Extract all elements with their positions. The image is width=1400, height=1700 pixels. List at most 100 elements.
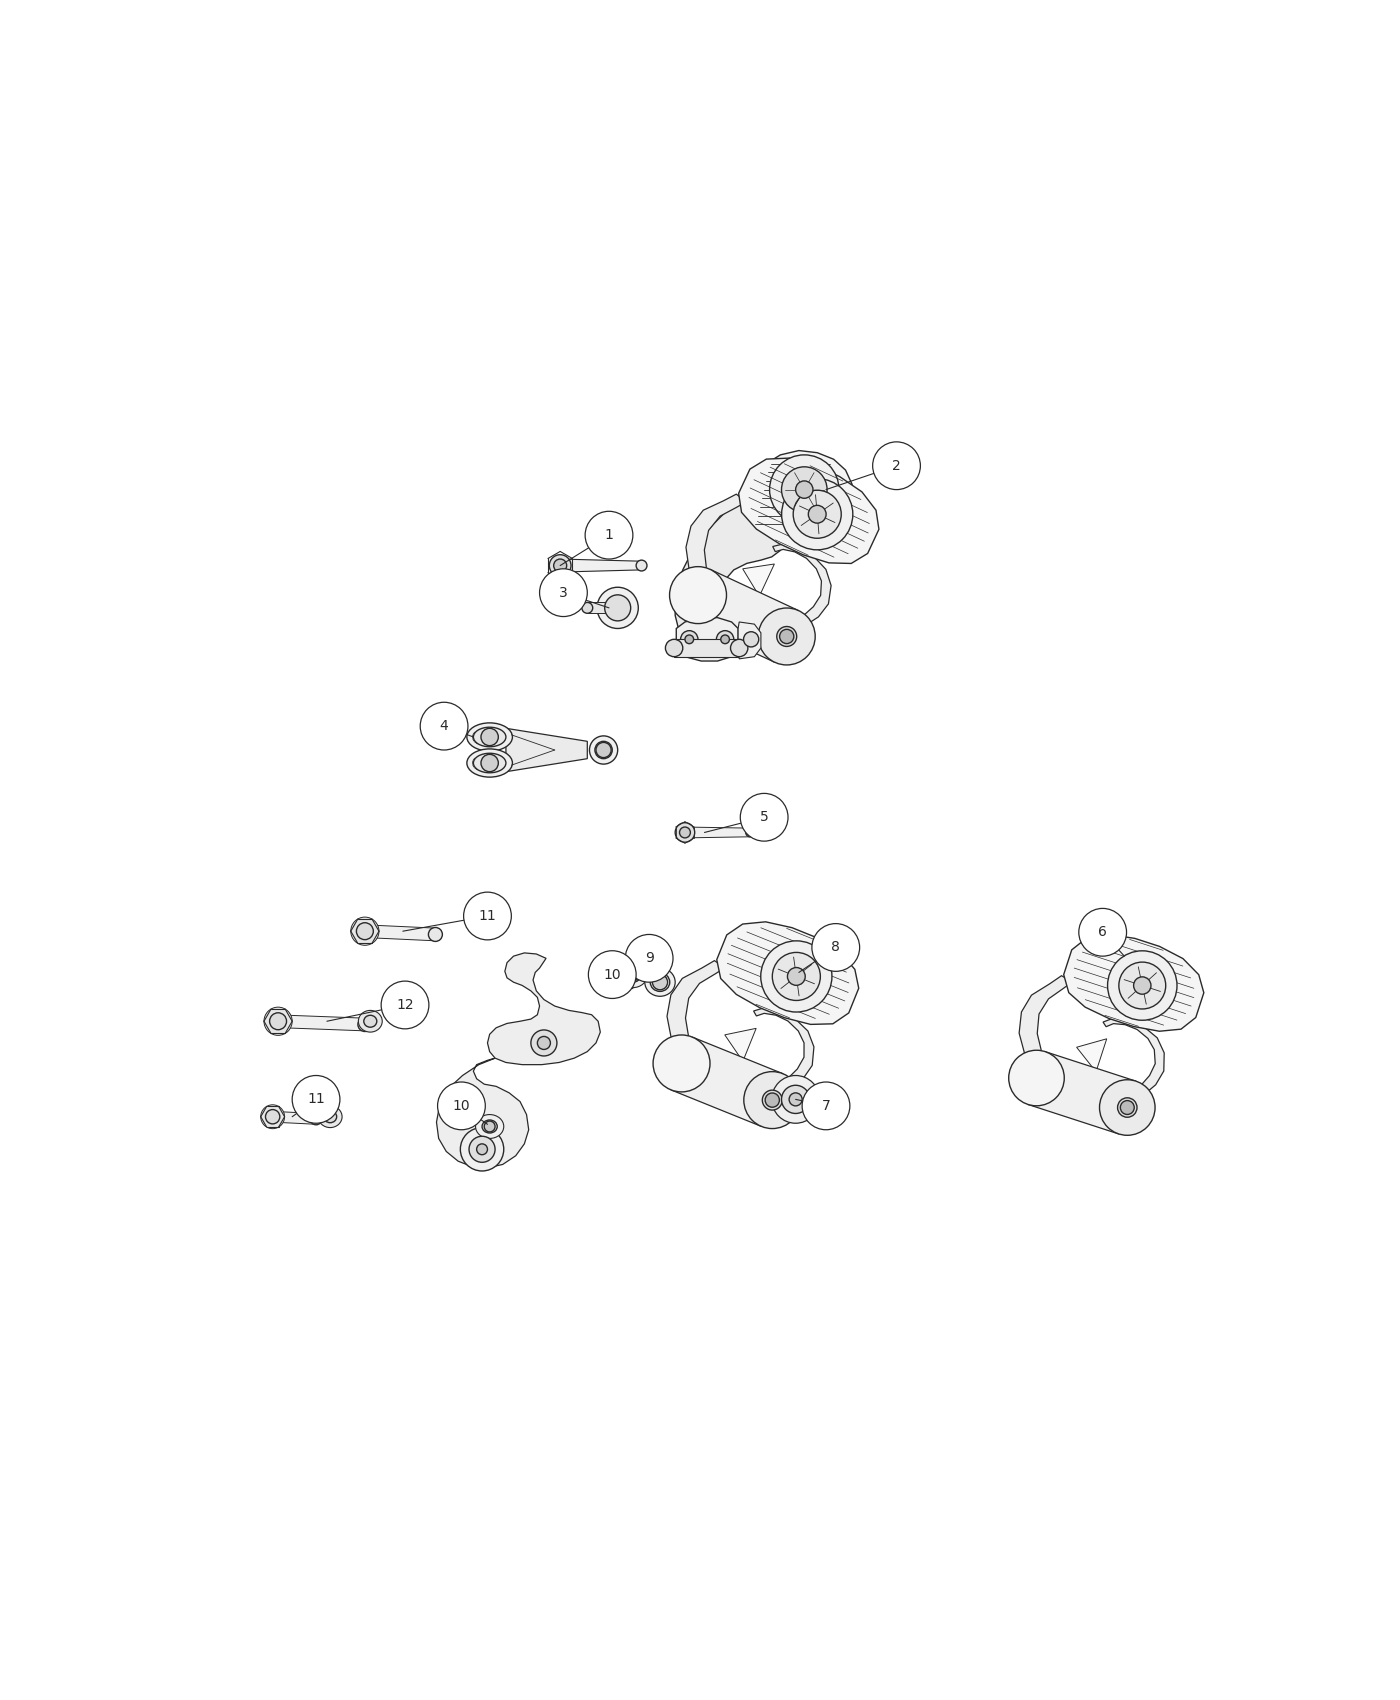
Text: 11: 11 <box>479 910 497 923</box>
Text: 9: 9 <box>645 952 654 966</box>
Ellipse shape <box>731 639 748 656</box>
Circle shape <box>790 1093 802 1107</box>
Polygon shape <box>717 921 858 1025</box>
Circle shape <box>872 442 920 490</box>
Polygon shape <box>273 1112 316 1124</box>
Circle shape <box>626 935 673 983</box>
Ellipse shape <box>665 639 683 656</box>
Circle shape <box>461 1127 504 1171</box>
Circle shape <box>538 1037 550 1049</box>
Ellipse shape <box>589 736 617 763</box>
Circle shape <box>780 629 794 644</box>
Circle shape <box>773 952 820 1001</box>
Polygon shape <box>707 598 745 631</box>
Circle shape <box>812 923 860 971</box>
Polygon shape <box>505 728 588 772</box>
Circle shape <box>1120 1100 1134 1115</box>
Circle shape <box>605 595 630 620</box>
Circle shape <box>531 1030 557 1056</box>
Polygon shape <box>1077 1039 1107 1071</box>
Ellipse shape <box>311 1114 322 1125</box>
Polygon shape <box>676 617 738 661</box>
Ellipse shape <box>619 964 647 988</box>
Circle shape <box>766 1093 780 1107</box>
Ellipse shape <box>1117 1098 1137 1117</box>
Circle shape <box>596 743 612 758</box>
Ellipse shape <box>473 728 505 746</box>
Polygon shape <box>364 925 435 940</box>
Circle shape <box>596 586 638 629</box>
Polygon shape <box>588 602 609 614</box>
Ellipse shape <box>650 972 669 991</box>
Circle shape <box>794 490 841 539</box>
Circle shape <box>1107 950 1177 1020</box>
Circle shape <box>539 570 588 617</box>
Ellipse shape <box>1009 1051 1064 1105</box>
Polygon shape <box>1028 1052 1135 1134</box>
Polygon shape <box>675 495 784 654</box>
Circle shape <box>1134 977 1151 994</box>
Polygon shape <box>742 564 774 597</box>
Circle shape <box>420 702 468 750</box>
Circle shape <box>743 632 759 648</box>
Polygon shape <box>686 495 832 629</box>
Circle shape <box>808 505 826 524</box>
Text: 1: 1 <box>605 529 613 542</box>
Circle shape <box>476 1144 487 1154</box>
Ellipse shape <box>265 1006 293 1035</box>
Ellipse shape <box>358 1018 372 1032</box>
Ellipse shape <box>759 609 815 665</box>
Polygon shape <box>666 960 813 1093</box>
Ellipse shape <box>636 559 647 571</box>
Ellipse shape <box>582 602 592 614</box>
Circle shape <box>781 468 827 512</box>
Ellipse shape <box>364 1015 377 1027</box>
Circle shape <box>741 794 788 842</box>
Circle shape <box>627 971 638 981</box>
Circle shape <box>770 456 839 524</box>
Ellipse shape <box>428 928 442 942</box>
Circle shape <box>781 1085 809 1114</box>
Circle shape <box>802 1081 850 1130</box>
Ellipse shape <box>482 1120 497 1132</box>
Text: 11: 11 <box>307 1093 325 1107</box>
Polygon shape <box>1064 935 1204 1032</box>
Circle shape <box>760 940 832 1012</box>
Ellipse shape <box>473 753 505 774</box>
Circle shape <box>787 967 805 986</box>
Text: 6: 6 <box>1098 925 1107 940</box>
Ellipse shape <box>351 916 379 945</box>
Text: 7: 7 <box>822 1098 830 1114</box>
Text: 12: 12 <box>396 998 414 1012</box>
Ellipse shape <box>318 1107 342 1127</box>
Ellipse shape <box>743 1071 801 1129</box>
Ellipse shape <box>553 559 567 573</box>
Polygon shape <box>685 826 750 838</box>
Circle shape <box>482 728 498 746</box>
Polygon shape <box>686 570 799 663</box>
Circle shape <box>680 631 699 648</box>
Text: 8: 8 <box>832 940 840 954</box>
Ellipse shape <box>266 1110 280 1124</box>
Circle shape <box>1079 908 1127 955</box>
Text: 10: 10 <box>452 1098 470 1114</box>
Ellipse shape <box>466 722 512 751</box>
Ellipse shape <box>323 1110 336 1122</box>
Circle shape <box>463 892 511 940</box>
Circle shape <box>469 1136 496 1163</box>
Circle shape <box>588 950 636 998</box>
Polygon shape <box>673 639 739 656</box>
Polygon shape <box>725 1028 756 1061</box>
Text: 4: 4 <box>440 719 448 733</box>
Ellipse shape <box>270 1013 287 1030</box>
Circle shape <box>482 755 498 772</box>
Polygon shape <box>437 1057 529 1168</box>
Circle shape <box>652 974 668 989</box>
Ellipse shape <box>549 554 571 576</box>
Ellipse shape <box>476 1115 504 1139</box>
Ellipse shape <box>675 823 694 842</box>
Polygon shape <box>487 954 601 1064</box>
Circle shape <box>795 481 813 498</box>
Circle shape <box>685 636 693 644</box>
Ellipse shape <box>260 1105 284 1129</box>
